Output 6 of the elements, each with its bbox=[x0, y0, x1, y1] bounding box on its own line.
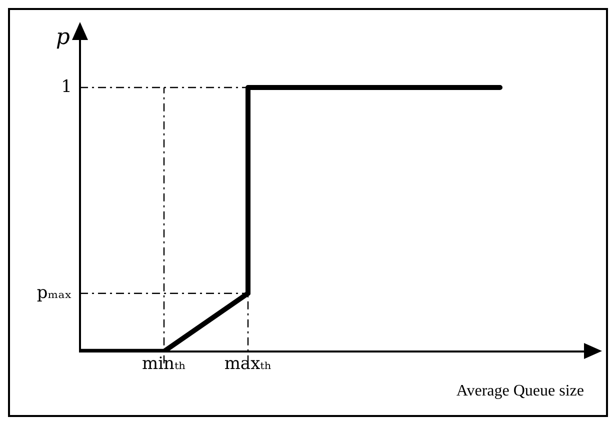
ref-line-label: pₘₐₓ bbox=[36, 282, 72, 303]
x-tick-label: minₜₕ bbox=[142, 354, 186, 374]
ref-line-label: 1 bbox=[61, 76, 72, 97]
x-axis-title: Average Queue size bbox=[456, 382, 584, 400]
x-tick-label: maxₜₕ bbox=[224, 354, 272, 374]
y-axis-title: p bbox=[56, 25, 70, 50]
